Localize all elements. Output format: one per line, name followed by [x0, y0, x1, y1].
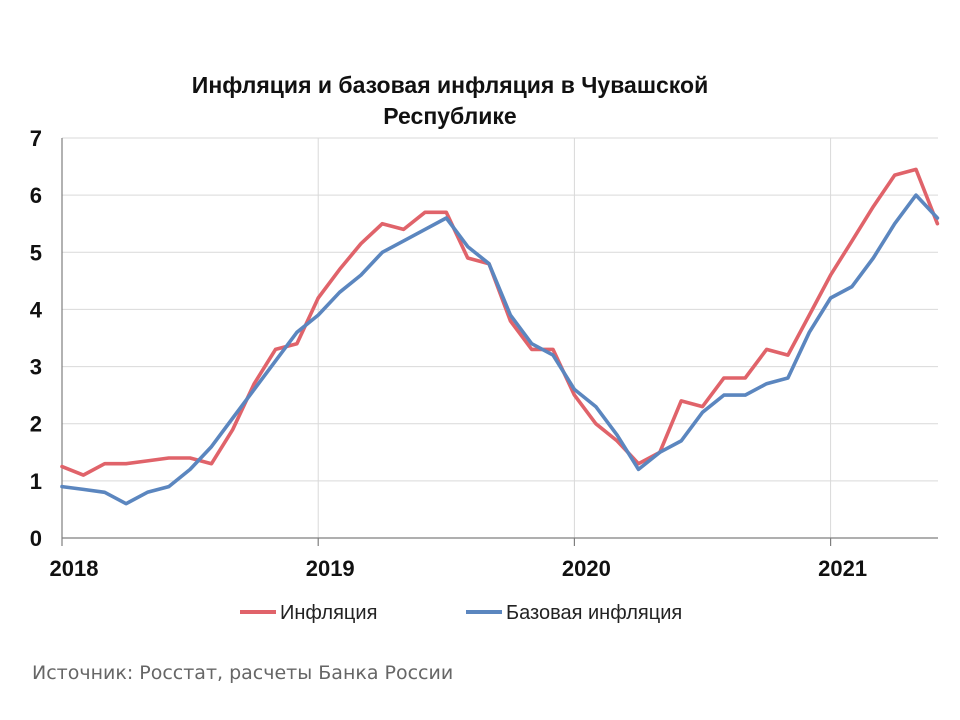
x-tick-labels: 2018 2019 2020 2021: [50, 556, 868, 581]
y-tick-label-1: 1: [30, 469, 42, 494]
y-tick-label-0: 0: [30, 526, 42, 551]
x-tick-label-2018: 2018: [50, 556, 99, 581]
axes: [61, 138, 938, 546]
y-tick-label-4: 4: [30, 297, 43, 322]
legend-label-inflation: Инфляция: [280, 602, 377, 624]
y-tick-label-5: 5: [30, 240, 42, 265]
y-tick-label-6: 6: [30, 183, 42, 208]
chart-title-line-2: Республике: [383, 103, 516, 129]
legend: Инфляция Базовая инфляция: [240, 602, 682, 624]
series-line-core-inflation: [60, 193, 940, 506]
series-lines: [60, 167, 940, 506]
gridlines: [62, 137, 938, 538]
series-line-inflation: [60, 167, 940, 477]
legend-label-core-inflation: Базовая инфляция: [506, 602, 682, 624]
y-tick-label-2: 2: [30, 412, 42, 437]
x-tick-label-2020: 2020: [562, 556, 611, 581]
x-tick-label-2019: 2019: [306, 556, 355, 581]
y-tick-label-7: 7: [30, 126, 42, 151]
source-note: Источник: Росстат, расчеты Банка России: [32, 662, 454, 684]
x-tick-label-2021: 2021: [818, 556, 867, 581]
y-tick-labels: 0 1 2 3 4 5 6 7: [30, 126, 43, 551]
chart-title-line-1: Инфляция и базовая инфляция в Чувашской: [192, 72, 708, 98]
y-tick-label-3: 3: [30, 355, 42, 380]
